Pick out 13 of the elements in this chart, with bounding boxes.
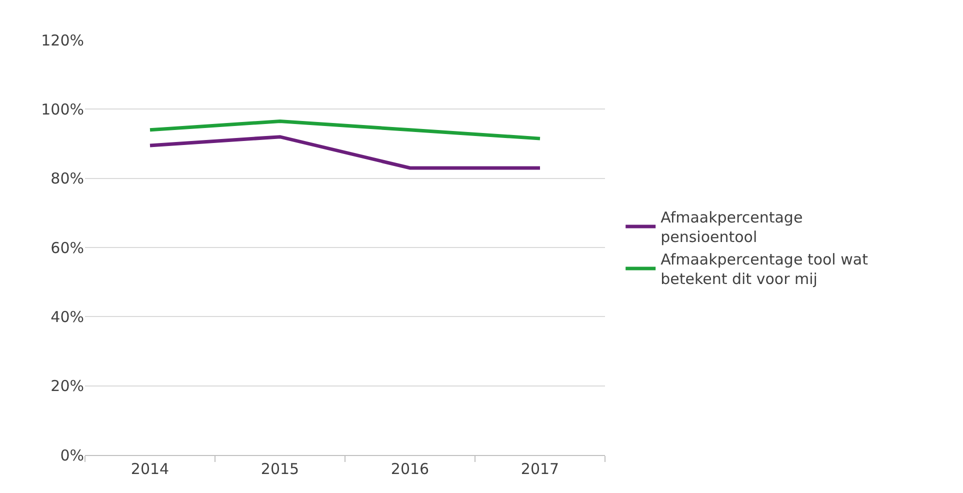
x-tick-label: 2014: [130, 460, 170, 478]
legend-label: Afmaakpercentage tool wat betekent dit voor mij: [660, 250, 868, 288]
y-tick-label: 60%: [50, 238, 84, 257]
x-tick-label: 2017: [520, 460, 560, 478]
y-tick-label: 20%: [50, 377, 84, 396]
x-tick-label: 2016: [390, 460, 430, 478]
legend-label: Afmaakpercentage pensioentool: [660, 208, 803, 246]
y-tick-label: 100%: [41, 100, 84, 118]
y-tick-label: 40%: [50, 308, 84, 326]
y-tick-label: 80%: [50, 170, 84, 188]
y-tick-label: 0%: [60, 446, 84, 464]
y-tick-label: 120%: [41, 31, 84, 50]
x-tick-label: 2015: [260, 460, 300, 478]
